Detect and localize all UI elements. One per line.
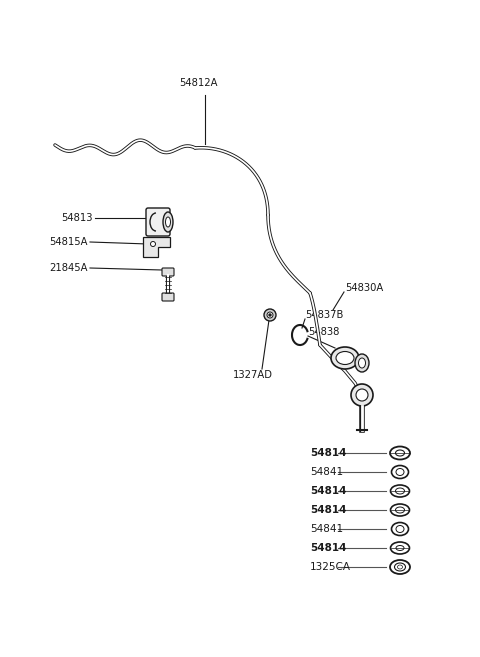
Text: 54812A: 54812A (179, 78, 217, 88)
Text: 54841: 54841 (310, 524, 343, 534)
Text: 1327AD: 1327AD (233, 370, 273, 380)
Text: 21845A: 21845A (49, 263, 88, 273)
Ellipse shape (331, 347, 359, 369)
Ellipse shape (163, 212, 173, 232)
Ellipse shape (355, 354, 369, 372)
Text: 54838: 54838 (308, 327, 339, 337)
Circle shape (151, 242, 156, 246)
Text: 54841: 54841 (310, 467, 343, 477)
FancyBboxPatch shape (162, 268, 174, 276)
Text: 54814: 54814 (310, 448, 347, 458)
Text: 54813: 54813 (61, 213, 93, 223)
Text: 54837B: 54837B (305, 310, 343, 320)
Text: 54814: 54814 (310, 543, 347, 553)
Text: 54830A: 54830A (345, 283, 383, 293)
Circle shape (267, 312, 273, 318)
Text: 1325CA: 1325CA (310, 562, 351, 572)
Ellipse shape (166, 217, 170, 227)
FancyBboxPatch shape (146, 208, 170, 236)
Circle shape (351, 384, 373, 406)
Ellipse shape (264, 309, 276, 321)
Text: 54815A: 54815A (49, 237, 88, 247)
Polygon shape (143, 237, 170, 257)
Circle shape (269, 314, 271, 316)
Ellipse shape (336, 351, 354, 365)
FancyBboxPatch shape (162, 293, 174, 301)
Text: 54814: 54814 (310, 486, 347, 496)
Circle shape (356, 389, 368, 401)
Ellipse shape (359, 358, 365, 368)
Text: 54814: 54814 (310, 505, 347, 515)
